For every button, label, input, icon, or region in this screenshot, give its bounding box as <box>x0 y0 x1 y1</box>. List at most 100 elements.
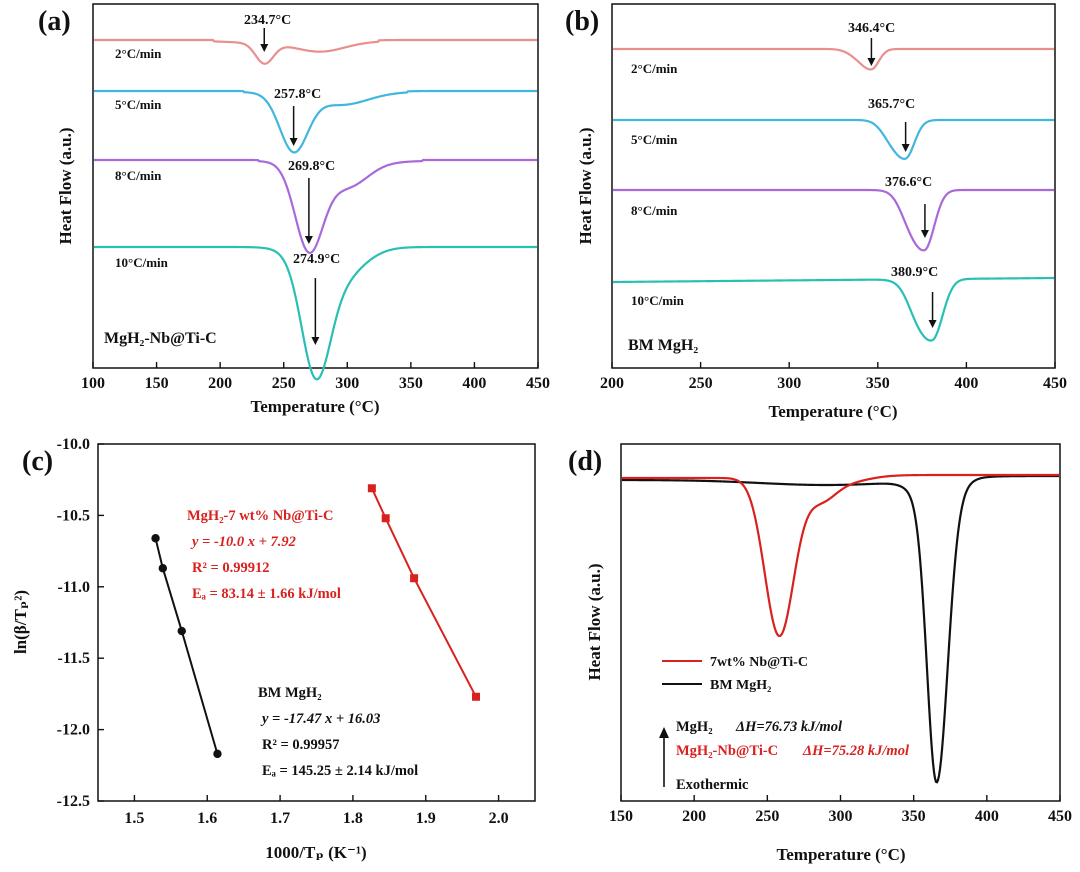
c-x-tick-label-5: 2.0 <box>489 810 509 827</box>
rate-label-b-2: 2°C/min <box>631 61 678 76</box>
c-y-tick-label-0: -10.0 <box>57 436 90 453</box>
data-point-c-1-0 <box>151 534 160 543</box>
d-x-tick-label-0: 150 <box>609 808 633 825</box>
panel-a: (a) 100 150 200 250 300 350 400 450 2°C/min 5°C… <box>38 3 550 416</box>
y-axis-title-c: ln(β/Tₚ²) <box>11 590 30 654</box>
peak-arrow-b-1-head <box>901 144 910 152</box>
panel-b: (b) 200 250 300 350 400 450 2°C/min 5°C/min 8… <box>565 3 1067 421</box>
c-y-tick-label-3: -11.5 <box>58 650 90 667</box>
y-axis-title-a: Heat Flow (a.u.) <box>56 127 75 244</box>
curve-a-0 <box>94 38 537 65</box>
c-x-tick-label-0: 1.5 <box>124 810 144 827</box>
series-name-c-black: BM MgH₂ <box>258 685 322 701</box>
panel-label-a: (a) <box>38 6 71 37</box>
x-axis-title-a: Temperature (°C) <box>250 397 379 416</box>
peak-label-b-10: 380.9°C <box>891 265 938 280</box>
enthalpy-value-black: ΔH=76.73 kJ/mol <box>735 719 842 735</box>
curves-d <box>622 473 1059 784</box>
ticks-c: 1.5 1.6 1.7 1.8 1.9 2.0 -10.0 -10.5 -11.0 -11.5 -1… <box>57 436 509 827</box>
b-x-tick-label-0: 200 <box>600 375 624 392</box>
a-x-tick-label-0: 100 <box>81 375 105 392</box>
c-x-tick-label-1: 1.6 <box>197 810 217 827</box>
rate-label-a-8: 8°C/min <box>115 168 162 183</box>
data-point-c-0-3 <box>472 692 481 701</box>
exothermic-label: Exothermic <box>676 777 749 793</box>
curve-d-bm-mgh2 <box>622 474 1059 784</box>
a-x-tick-label-4: 300 <box>335 375 359 392</box>
enthalpy-label-red: MgH₂-Nb@Ti-C <box>676 743 778 759</box>
x-ticks-b: 200 250 300 350 400 450 <box>600 362 1067 392</box>
panel-d: (d) 150 200 250 300 350 400 450 7wt% Nb@Ti-C B… <box>568 443 1072 864</box>
data-point-c-0-2 <box>410 574 419 583</box>
curve-a-1 <box>94 89 537 154</box>
x-ticks-d: 150 200 250 300 350 400 450 <box>609 795 1072 825</box>
peak-label-b-8: 376.6°C <box>885 175 932 190</box>
c-y-tick-label-4: -12.0 <box>57 722 90 739</box>
b-x-tick-label-2: 300 <box>777 375 801 392</box>
plot-frame-a <box>92 3 539 369</box>
y-axis-title-d: Heat Flow (a.u.) <box>585 563 604 680</box>
d-x-tick-label-6: 450 <box>1048 808 1072 825</box>
y-axis-title-b: Heat Flow (a.u.) <box>576 127 595 244</box>
c-y-tick-label-2: -11.0 <box>58 579 90 596</box>
data-point-c-1-1 <box>158 564 168 573</box>
r2-c-black: R² = 0.99957 <box>262 737 339 753</box>
c-x-tick-label-2: 1.7 <box>270 810 290 827</box>
plot-frame-b <box>611 3 1056 369</box>
rate-label-a-5: 5°C/min <box>115 97 162 112</box>
legend-label-black: BM MgH₂ <box>710 678 771 693</box>
d-x-tick-label-3: 300 <box>829 808 853 825</box>
x-axis-title-d: Temperature (°C) <box>776 845 905 864</box>
b-x-tick-label-5: 450 <box>1043 375 1067 392</box>
b-x-tick-label-4: 400 <box>954 375 978 392</box>
peak-arrow-a-2-head <box>304 236 313 244</box>
c-x-tick-label-3: 1.8 <box>343 810 363 827</box>
curves-b <box>612 38 1055 342</box>
panel-label-d: (d) <box>568 446 602 477</box>
peak-label-a-10: 274.9°C <box>293 252 340 267</box>
rate-label-a-2: 2°C/min <box>115 46 162 61</box>
c-y-tick-label-5: -12.5 <box>57 793 90 810</box>
a-x-tick-label-6: 400 <box>462 375 486 392</box>
d-x-tick-label-1: 200 <box>682 808 706 825</box>
curve-a-2 <box>94 158 537 255</box>
data-point-c-0-0 <box>367 484 376 493</box>
peak-arrow-b-2-head <box>920 230 929 238</box>
panel-c: (c) 1.5 1.6 1.7 1.8 1.9 2.0 -10.0 -10.5 -11.0 -11… <box>11 436 536 862</box>
peak-label-b-5: 365.7°C <box>868 97 915 112</box>
ea-c-black: Eₐ = 145.25 ± 2.14 kJ/mol <box>262 763 418 779</box>
plot-frame-c <box>97 443 536 802</box>
curve-d-nb-ti-c <box>622 473 1059 638</box>
b-x-tick-label-1: 250 <box>689 375 713 392</box>
legend-label-red: 7wt% Nb@Ti-C <box>710 655 808 670</box>
sample-label-b: BM MgH₂ <box>628 337 698 354</box>
peak-arrow-a-3-head <box>311 337 320 345</box>
equation-c-red: y = -10.0 x + 7.92 <box>190 534 296 550</box>
equation-c-black: y = -17.47 x + 16.03 <box>260 711 380 727</box>
rate-label-b-8: 8°C/min <box>631 203 678 218</box>
a-x-tick-label-7: 450 <box>526 375 550 392</box>
d-x-tick-label-2: 250 <box>755 808 779 825</box>
d-x-tick-label-5: 400 <box>975 808 999 825</box>
peak-arrow-b-3-head <box>928 320 937 328</box>
x-ticks-a: 100 150 200 250 300 350 400 450 <box>81 362 550 392</box>
series-c <box>151 484 481 759</box>
curve-a-3 <box>94 245 537 381</box>
curve-b-1 <box>613 118 1054 160</box>
panel-label-c: (c) <box>22 446 53 477</box>
peak-arrow-a-0-head <box>260 44 269 52</box>
b-x-tick-label-3: 350 <box>866 375 890 392</box>
curve-b-0 <box>613 47 1054 71</box>
d-x-tick-label-4: 350 <box>902 808 926 825</box>
peak-label-a-5: 257.8°C <box>274 87 321 102</box>
curve-b-3 <box>612 276 1055 342</box>
peak-arrow-b-0-head <box>867 58 876 66</box>
data-point-c-0-1 <box>381 514 390 523</box>
rate-label-b-10: 10°C/min <box>631 293 685 308</box>
rate-label-a-10: 10°C/min <box>115 255 169 270</box>
exothermic-arrow-head <box>659 727 669 738</box>
x-axis-title-c: 1000/Tₚ (K⁻¹) <box>265 843 366 862</box>
curves-a <box>94 28 537 381</box>
enthalpy-value-red: ΔH=75.28 kJ/mol <box>802 743 909 759</box>
